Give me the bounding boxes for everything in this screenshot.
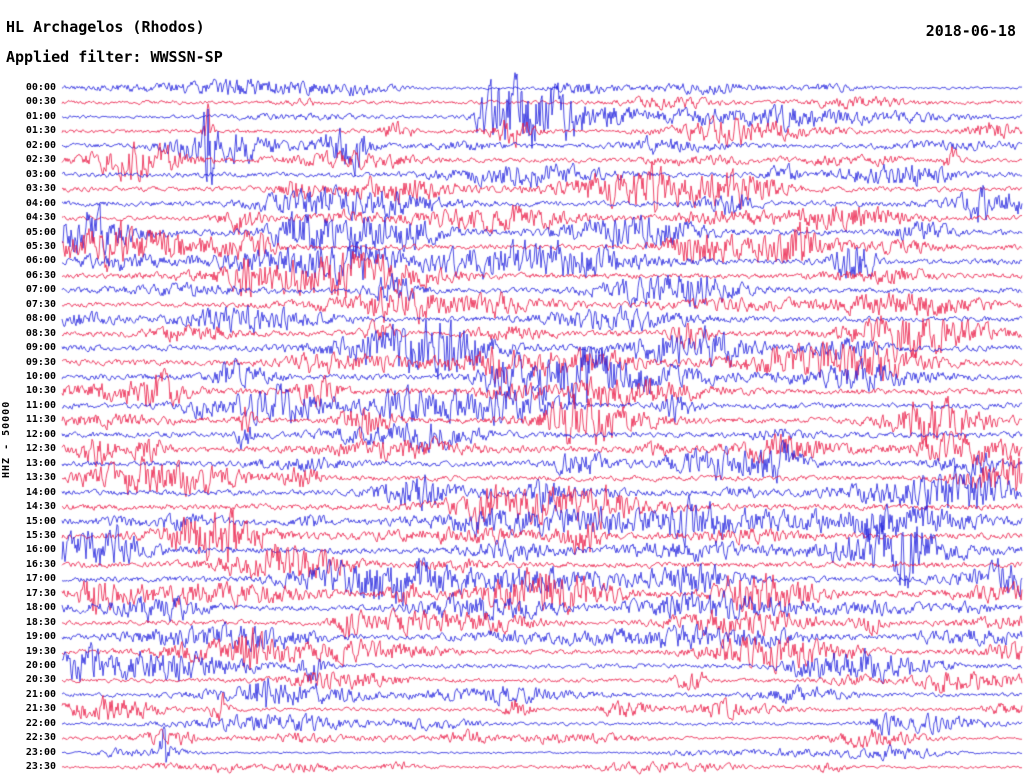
time-axis: 00:00 00:30 01:00 01:30 02:00 02:30 03:00 03:30… [0, 0, 58, 780]
time-label-11:00: 11:00 [25, 399, 56, 411]
time-label-05:30: 05:30 [25, 240, 56, 252]
time-label-01:00: 01:00 [25, 110, 56, 122]
time-label-06:30: 06:30 [25, 269, 56, 281]
time-label-13:00: 13:00 [25, 457, 56, 469]
time-label-09:30: 09:30 [25, 356, 56, 368]
time-label-18:30: 18:30 [25, 616, 56, 628]
time-label-05:00: 05:00 [25, 226, 56, 238]
time-label-19:00: 19:00 [25, 631, 56, 643]
time-label-17:30: 17:30 [25, 587, 56, 599]
time-label-20:30: 20:30 [25, 674, 56, 686]
time-label-13:30: 13:30 [25, 472, 56, 484]
time-label-07:00: 07:00 [25, 284, 56, 296]
time-label-16:30: 16:30 [25, 558, 56, 570]
time-label-14:00: 14:00 [25, 486, 56, 498]
time-label-18:00: 18:00 [25, 602, 56, 614]
time-label-12:30: 12:30 [25, 443, 56, 455]
time-label-09:00: 09:00 [25, 342, 56, 354]
time-label-03:30: 03:30 [25, 183, 56, 195]
time-label-14:30: 14:30 [25, 501, 56, 513]
station-title: HL Archagelos (Rhodos) [6, 18, 205, 36]
time-label-16:00: 16:00 [25, 544, 56, 556]
time-label-20:00: 20:00 [25, 660, 56, 671]
time-label-23:00: 23:00 [25, 746, 56, 758]
time-label-10:30: 10:30 [25, 385, 56, 397]
time-label-02:00: 02:00 [25, 139, 56, 151]
time-label-03:00: 03:00 [25, 168, 56, 180]
time-label-06:00: 06:00 [25, 255, 56, 267]
time-label-00:00: 00:00 [25, 82, 56, 93]
time-label-22:30: 22:30 [25, 732, 56, 744]
time-label-02:30: 02:30 [25, 154, 56, 166]
time-label-19:30: 19:30 [25, 645, 56, 657]
time-label-04:00: 04:00 [25, 197, 56, 209]
time-label-21:00: 21:00 [25, 688, 56, 700]
time-label-07:30: 07:30 [25, 298, 56, 310]
time-label-08:30: 08:30 [25, 327, 56, 339]
time-label-23:30: 23:30 [25, 761, 56, 773]
time-label-04:30: 04:30 [25, 212, 56, 224]
time-label-11:30: 11:30 [25, 414, 56, 426]
time-label-00:30: 00:30 [25, 96, 56, 108]
filter-label: Applied filter: WWSSN-SP [6, 48, 223, 66]
time-label-10:00: 10:00 [25, 371, 56, 382]
record-date: 2018-06-18 [925, 22, 1016, 40]
time-label-01:30: 01:30 [25, 125, 56, 137]
time-label-15:30: 15:30 [25, 529, 56, 541]
time-label-15:00: 15:00 [25, 515, 56, 527]
time-label-08:00: 08:00 [25, 313, 56, 325]
time-label-22:00: 22:00 [25, 717, 56, 729]
time-label-12:00: 12:00 [25, 428, 56, 440]
time-label-21:30: 21:30 [25, 703, 56, 715]
time-label-17:00: 17:00 [25, 573, 56, 585]
